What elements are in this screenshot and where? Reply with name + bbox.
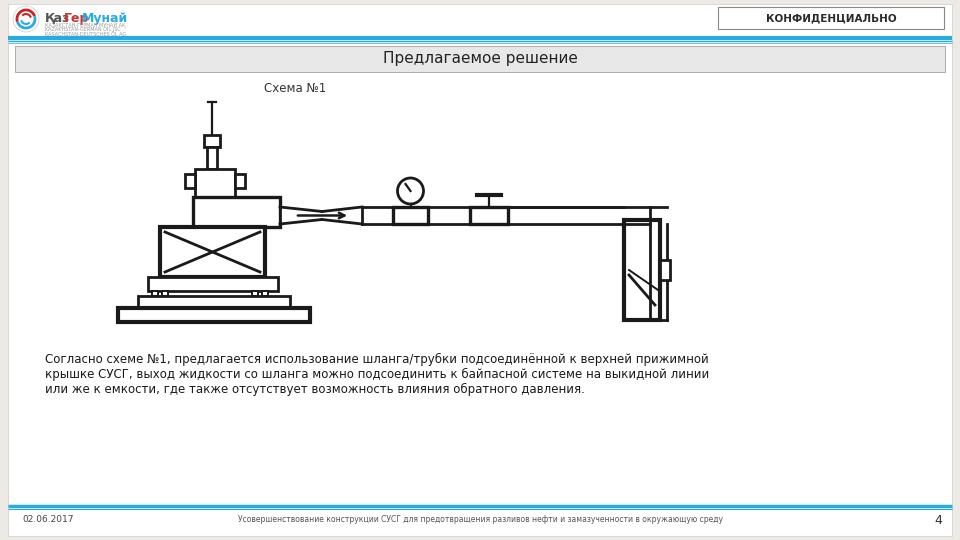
Text: Предлагаемое решение: Предлагаемое решение [383, 51, 577, 66]
Text: или же к емкости, где также отсутствует возможность влияния обратного давления.: или же к емкости, где также отсутствует … [45, 383, 585, 396]
Text: Қаз: Қаз [45, 12, 70, 25]
Text: 02.06.2017: 02.06.2017 [22, 516, 74, 524]
Bar [185, 174, 195, 188]
Polygon shape [322, 207, 362, 224]
Bar [718, 7, 944, 29]
Bar [660, 260, 670, 280]
Circle shape [397, 178, 423, 204]
Text: ҚАЗАҚСТАН-ГЕРМАН МУНАЙ АҚ: ҚАЗАҚСТАН-ГЕРМАН МУНАЙ АҚ [45, 22, 126, 28]
Text: Схема №1: Схема №1 [264, 82, 326, 95]
Text: KAZAKHSTAN-GERMAN OIL JSC: KAZAKHSTAN-GERMAN OIL JSC [45, 27, 121, 32]
Bar [207, 147, 217, 169]
Bar [162, 291, 168, 296]
Polygon shape [280, 207, 322, 224]
Text: крышке СУСГ, выход жидкости со шланга можно подсоединить к байпасной системе на : крышке СУСГ, выход жидкости со шланга мо… [45, 368, 709, 381]
Bar [262, 291, 268, 296]
Bar [138, 296, 290, 308]
Bar [152, 291, 158, 296]
Bar [470, 207, 508, 224]
Text: Гер: Гер [64, 12, 89, 25]
Bar [118, 308, 310, 322]
Text: Согласно схеме №1, предлагается использование шланга/трубки подсоединённой к вер: Согласно схеме №1, предлагается использо… [45, 353, 708, 366]
Bar [195, 169, 235, 197]
Text: 4: 4 [934, 514, 942, 526]
Bar [235, 174, 245, 188]
Bar [15, 46, 945, 72]
Text: Усовершенствование конструкции СУСГ для предотвращения разливов нефти и замазуче: Усовершенствование конструкции СУСГ для … [237, 516, 723, 524]
Bar [252, 291, 258, 296]
Bar [624, 220, 660, 320]
Bar [393, 207, 428, 224]
Bar [204, 135, 220, 147]
Bar [160, 227, 265, 277]
Bar [148, 277, 278, 291]
Text: KASACHSTAN-DEUTSCHES ÖL AG: KASACHSTAN-DEUTSCHES ÖL AG [45, 32, 126, 37]
Text: КОНФИДЕНЦИАЛЬНО: КОНФИДЕНЦИАЛЬНО [766, 13, 897, 23]
Bar [193, 197, 280, 227]
Text: Мунай: Мунай [82, 12, 128, 25]
